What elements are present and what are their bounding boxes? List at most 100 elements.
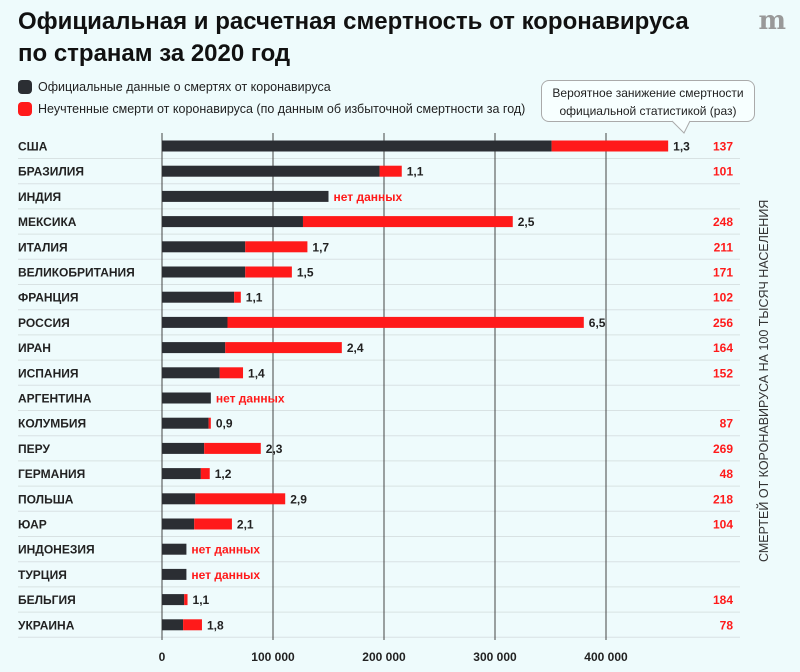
category-label: ГЕРМАНИЯ (18, 467, 85, 481)
bar-official (162, 468, 201, 480)
ratio-label: 0,9 (216, 417, 233, 431)
bar-official (162, 342, 226, 354)
bar-excess (379, 165, 402, 177)
bar-official (162, 367, 220, 379)
bar-official (162, 493, 196, 505)
per100k-label: 78 (720, 618, 734, 632)
per100k-label: 104 (713, 518, 733, 532)
bar-excess (302, 216, 513, 228)
per100k-label: 48 (720, 467, 734, 481)
x-tick-label: 300 000 (473, 650, 517, 664)
per100k-label: 256 (713, 316, 733, 330)
bar-official (162, 594, 185, 606)
bar-official (162, 216, 303, 228)
per100k-label: 248 (713, 215, 733, 229)
ratio-label: нет данных (216, 392, 285, 406)
per100k-label: 102 (713, 291, 733, 305)
ratio-label: 2,3 (266, 442, 283, 456)
category-label: РОССИЯ (18, 316, 70, 330)
ratio-label: 1,2 (215, 467, 232, 481)
bar-excess (204, 442, 261, 454)
per100k-label: 218 (713, 492, 733, 506)
x-tick-label: 100 000 (251, 650, 295, 664)
ratio-label: 2,1 (237, 518, 254, 532)
category-label: ИНДОНЕЗИЯ (18, 543, 95, 557)
category-label: США (18, 140, 48, 154)
callout: Вероятное занижение смертности официальн… (541, 80, 755, 122)
bar-official (162, 190, 329, 202)
ratio-label: нет данных (191, 568, 260, 582)
category-label: ИТАЛИЯ (18, 240, 68, 254)
category-label: ТУРЦИЯ (18, 568, 67, 582)
ratio-label: 1,7 (312, 240, 329, 254)
bar-excess (183, 619, 202, 631)
per100k-label: 137 (713, 140, 733, 154)
legend-item-excess: Неучтенные смерти от коронавируса (по да… (18, 102, 525, 116)
category-label: ИНДИЯ (18, 190, 61, 204)
per100k-label: 164 (713, 341, 733, 355)
bar-official (162, 543, 187, 555)
bar-excess (234, 291, 241, 303)
per100k-label: 184 (713, 593, 733, 607)
per100k-label: 87 (720, 417, 734, 431)
legend-label: Неучтенные смерти от коронавируса (по да… (38, 102, 526, 116)
bar-excess (225, 342, 342, 354)
ratio-label: 2,5 (518, 215, 535, 229)
bar-official (162, 266, 246, 278)
bar-excess (245, 241, 308, 253)
bar-official (162, 291, 235, 303)
per100k-label: 269 (713, 442, 733, 456)
ratio-label: 1,1 (193, 593, 210, 607)
x-tick-label: 0 (159, 650, 166, 664)
bar-excess (200, 468, 210, 480)
bar-official (162, 417, 209, 429)
per100k-label: 152 (713, 366, 733, 380)
bar-official (162, 518, 195, 530)
logo: m (758, 6, 786, 36)
legend-label: Официальные данные о смертях от коронави… (38, 80, 331, 94)
bar-official (162, 392, 211, 404)
category-label: УКРАИНА (18, 618, 75, 632)
x-tick-label: 200 000 (362, 650, 406, 664)
category-label: ИСПАНИЯ (18, 366, 79, 380)
ratio-label: 1,1 (246, 291, 263, 305)
per100k-label: 211 (714, 240, 734, 254)
ratio-label: 1,8 (207, 618, 224, 632)
bar-official (162, 442, 205, 454)
ratio-label: 1,3 (673, 140, 690, 154)
bar-excess (194, 518, 232, 530)
bar-excess (227, 316, 584, 328)
bar-excess (195, 493, 286, 505)
category-label: ПОЛЬША (18, 492, 74, 506)
category-label: ФРАНЦИЯ (18, 291, 79, 305)
ratio-label: 6,5 (589, 316, 606, 330)
callout-pointer (671, 120, 691, 134)
ratio-label: 1,5 (297, 266, 314, 280)
per100k-label: 171 (713, 266, 733, 280)
category-label: АРГЕНТИНА (18, 392, 92, 406)
chart-title: Официальная и расчетная смертность от ко… (18, 8, 689, 67)
category-label: БЕЛЬГИЯ (18, 593, 76, 607)
ratio-label: 2,4 (347, 341, 364, 355)
bar-official (162, 568, 187, 580)
bar-official (162, 241, 246, 253)
category-label: ЮАР (18, 518, 47, 532)
bar-official (162, 165, 380, 177)
ratio-label: 1,1 (407, 165, 424, 179)
per100k-label: 101 (713, 165, 733, 179)
category-label: ПЕРУ (18, 442, 50, 456)
ratio-label: 2,9 (290, 492, 307, 506)
x-tick-label: 400 000 (584, 650, 628, 664)
bar-excess (219, 367, 244, 379)
category-label: КОЛУМБИЯ (18, 417, 86, 431)
bar-excess (184, 594, 188, 606)
bar-official (162, 140, 552, 152)
category-label: МЕКСИКА (18, 215, 77, 229)
ratio-label: нет данных (191, 543, 260, 557)
legend-item-official: Официальные данные о смертях от коронави… (18, 80, 331, 94)
category-label: БРАЗИЛИЯ (18, 165, 84, 179)
bar-excess (245, 266, 292, 278)
ratio-label: нет данных (334, 190, 403, 204)
